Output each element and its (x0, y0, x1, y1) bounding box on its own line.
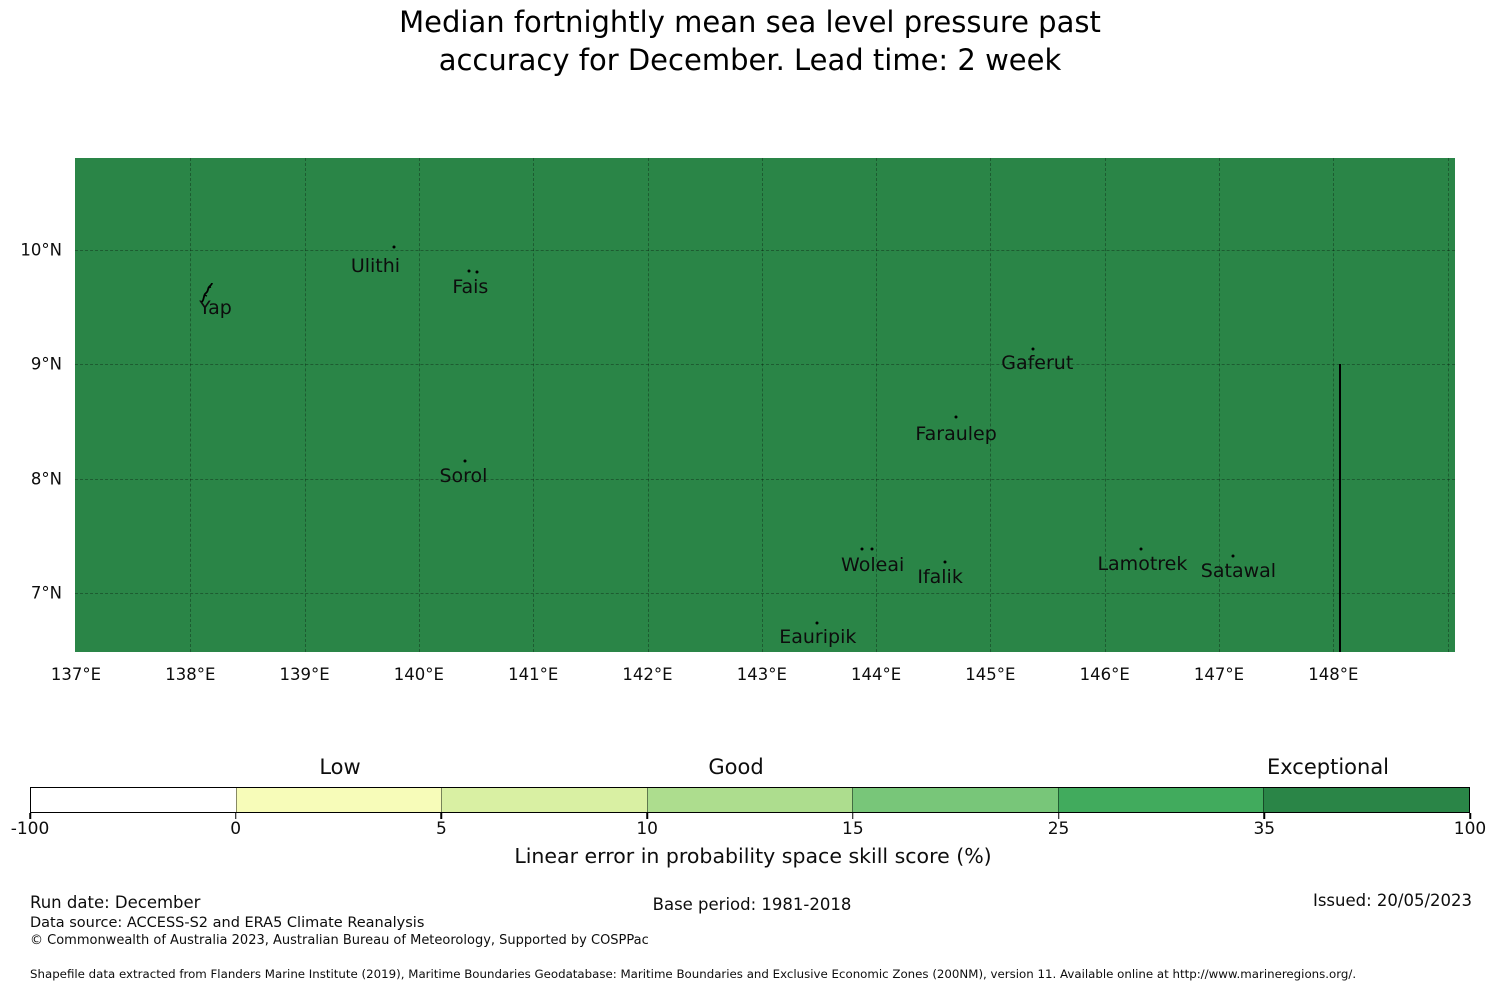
y-axis-tick-label: 7°N (30, 583, 62, 603)
x-axis-tick-label: 142°E (622, 665, 673, 684)
colorbar-segment (1057, 788, 1264, 812)
colorbar-tick-label: 5 (436, 819, 447, 839)
page-title: Median fortnightly mean sea level pressu… (0, 3, 1500, 79)
colorbar-tick-label: 25 (1047, 819, 1070, 839)
island-label-ulithi: Ulithi (350, 255, 401, 277)
island-dot (815, 621, 819, 625)
colorbar-tick-label: -100 (10, 819, 50, 839)
colorbar-segment (646, 788, 853, 812)
colorbar-segment (31, 788, 236, 812)
yap-island-outline-icon (199, 282, 215, 308)
colorbar-tick-label: 35 (1253, 819, 1276, 839)
colorbar-axis-label: Linear error in probability space skill … (514, 844, 992, 868)
x-axis-tick-label: 148°E (1308, 665, 1359, 684)
island-dot (463, 459, 467, 463)
island-label-eauripik: Eauripik (779, 626, 857, 649)
colorbar-tick (29, 813, 31, 819)
map-canvas: Yap Ulithi Fais Sorol Gaferut Faraulep Woleai I… (75, 158, 1455, 652)
gridline-vertical (1219, 158, 1220, 652)
colorbar-tick (234, 813, 237, 819)
island-dot (943, 560, 947, 564)
island-label-faraulep: Faraulep (915, 423, 997, 446)
y-axis-tick-label: 8°N (30, 469, 62, 489)
colorbar-segment (235, 788, 442, 812)
eez-boundary-line (1339, 364, 1341, 652)
x-axis-tick-label: 137°E (50, 665, 102, 684)
gridline-vertical (1104, 158, 1106, 652)
page-title-line2: accuracy for December. Lead time: 2 week (438, 43, 1062, 77)
colorbar-segment (852, 788, 1058, 812)
gridline-horizontal (75, 478, 1455, 480)
island-label-yap: Yap (199, 297, 232, 320)
gridline-horizontal (75, 592, 1455, 594)
x-axis-tick-label: 141°E (508, 665, 559, 684)
gridline-vertical (1447, 158, 1449, 652)
x-axis-tick-label: 139°E (279, 665, 330, 684)
island-dot (1031, 347, 1035, 351)
colorbar-tick (1469, 813, 1471, 819)
island-label-fais: Fais (452, 275, 489, 298)
colorbar-tick-label: 15 (842, 819, 864, 839)
island-dot (860, 547, 864, 551)
gridline-vertical (1333, 158, 1335, 652)
island-label-satawal: Satawal (1200, 560, 1277, 583)
colorbar-tick-label: 100 (1453, 819, 1487, 839)
colorbar-segment (1263, 788, 1470, 812)
gridline-vertical (647, 158, 649, 652)
data-source-text: Data source: ACCESS-S2 and ERA5 Climate … (30, 915, 425, 931)
island-dot (467, 269, 471, 273)
x-axis-tick-label: 140°E (393, 665, 444, 684)
colorbar-tick (646, 813, 648, 819)
colorbar-tick (852, 813, 854, 819)
colorbar-tick-label: 0 (230, 819, 242, 839)
island-dot (954, 415, 958, 419)
x-axis-tick-label: 146°E (1079, 665, 1130, 684)
colorbar-tick (1057, 813, 1060, 819)
colorbar-tick (440, 813, 443, 819)
island-label-woleai: Woleai (841, 554, 905, 577)
colorbar-zone-label-low: Low (319, 755, 361, 779)
issued-date-text: Issued: 20/05/2023 (1312, 891, 1472, 910)
colorbar-segment (441, 788, 647, 812)
gridline-vertical (761, 158, 763, 652)
x-axis-tick-label: 144°E (851, 665, 902, 684)
y-axis-tick-label: 9°N (30, 354, 62, 374)
run-date-text: Run date: December (30, 893, 201, 912)
base-period-text: Base period: 1981-2018 (652, 895, 852, 914)
island-label-sorol: Sorol (439, 465, 488, 488)
colorbar-tick-label: 10 (636, 819, 658, 839)
gridline-vertical (990, 158, 992, 652)
colorbar-tick (1263, 813, 1266, 819)
gridline-vertical (418, 158, 420, 652)
gridline-vertical (533, 158, 535, 652)
shapefile-attribution-text: Shapefile data extracted from Flanders M… (30, 967, 1357, 981)
island-dot (870, 547, 874, 551)
gridline-vertical (876, 158, 878, 652)
gridline-vertical (190, 158, 192, 652)
y-axis-tick-label: 10°N (20, 240, 62, 260)
island-dot (475, 270, 479, 274)
colorbar-zone-label-exceptional: Exceptional (1266, 755, 1390, 779)
gridline-horizontal (75, 250, 1455, 251)
island-dot (1139, 547, 1143, 551)
x-axis-tick-label: 147°E (1193, 665, 1245, 684)
island-label-lamotrek: Lamotrek (1097, 553, 1188, 576)
island-label-gaferut: Gaferut (1001, 352, 1074, 375)
island-dot (392, 245, 396, 249)
gridline-horizontal (75, 364, 1455, 366)
x-axis-tick-label: 143°E (736, 665, 787, 684)
island-dot (1231, 554, 1235, 558)
gridline-vertical (304, 158, 306, 652)
page-title-line1: Median fortnightly mean sea level pressu… (399, 5, 1101, 39)
colorbar (30, 787, 1470, 813)
copyright-text: © Commonwealth of Australia 2023, Austra… (30, 933, 649, 948)
x-axis-tick-label: 145°E (965, 665, 1016, 684)
island-label-ifalik: Ifalik (917, 565, 963, 588)
colorbar-zone-label-good: Good (708, 755, 764, 779)
x-axis-tick-label: 138°E (165, 665, 216, 684)
